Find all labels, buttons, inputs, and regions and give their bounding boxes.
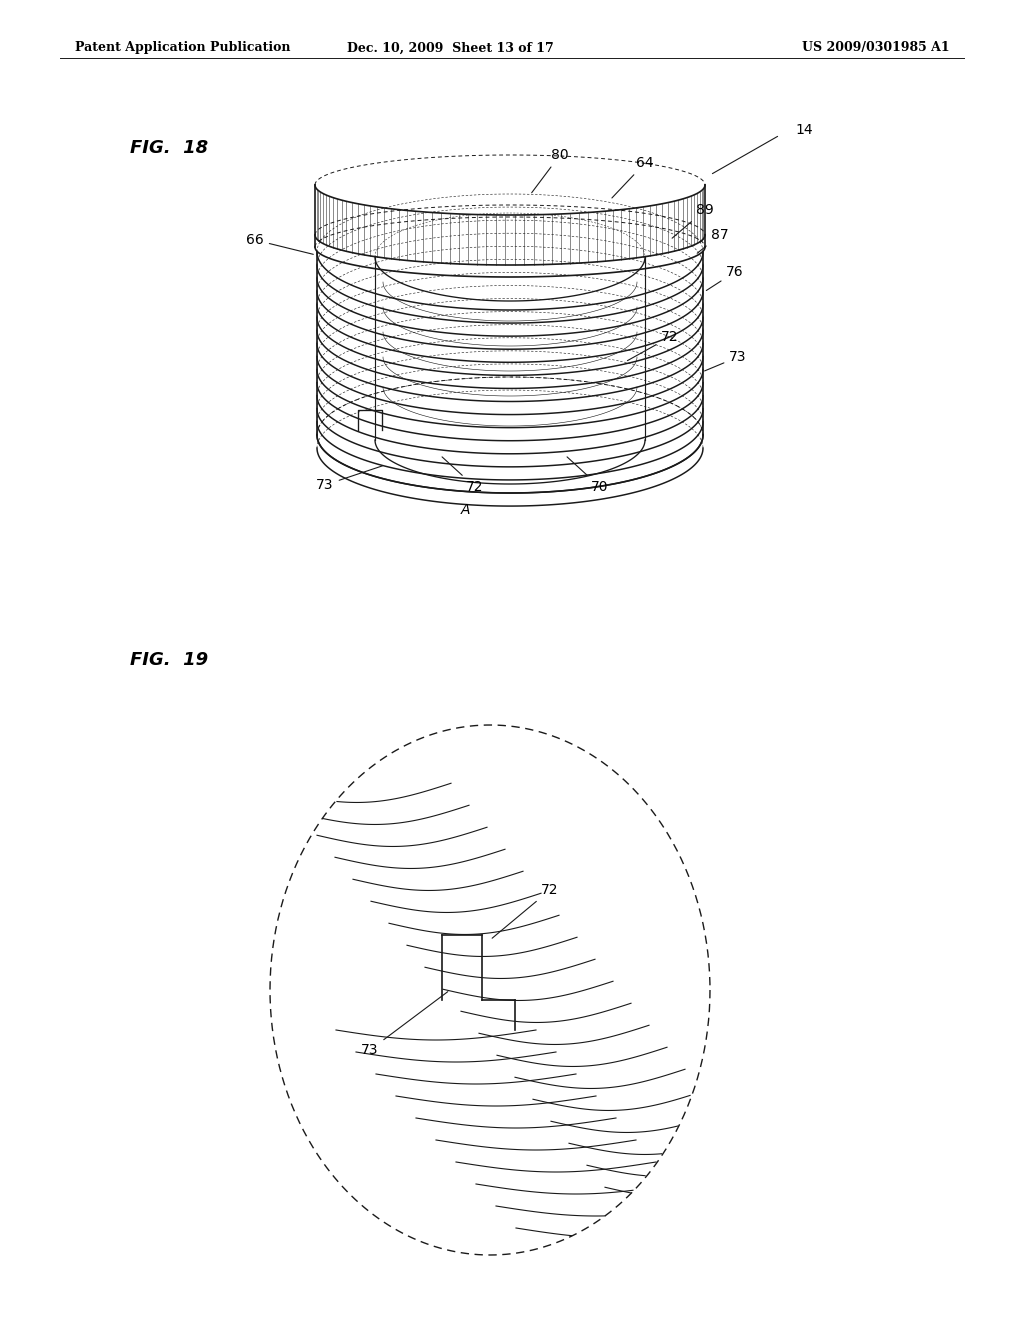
Text: Patent Application Publication: Patent Application Publication bbox=[75, 41, 291, 54]
Text: FIG.  19: FIG. 19 bbox=[130, 651, 208, 669]
Text: Dec. 10, 2009  Sheet 13 of 17: Dec. 10, 2009 Sheet 13 of 17 bbox=[347, 41, 553, 54]
Text: 72: 72 bbox=[493, 883, 559, 939]
Text: 72: 72 bbox=[442, 457, 483, 494]
Text: 72: 72 bbox=[628, 330, 679, 360]
Text: 89: 89 bbox=[672, 203, 714, 238]
Text: 14: 14 bbox=[795, 123, 813, 137]
Text: 73: 73 bbox=[705, 350, 746, 371]
Text: 80: 80 bbox=[531, 148, 568, 193]
Text: 76: 76 bbox=[707, 265, 743, 290]
Text: 73: 73 bbox=[361, 991, 447, 1057]
Text: A: A bbox=[460, 503, 470, 517]
Text: 87: 87 bbox=[697, 228, 729, 253]
Text: 66: 66 bbox=[246, 234, 313, 255]
Text: 73: 73 bbox=[316, 466, 382, 492]
Text: FIG.  18: FIG. 18 bbox=[130, 139, 208, 157]
Text: US 2009/0301985 A1: US 2009/0301985 A1 bbox=[803, 41, 950, 54]
Text: 70: 70 bbox=[567, 457, 608, 494]
Text: 64: 64 bbox=[612, 156, 653, 198]
